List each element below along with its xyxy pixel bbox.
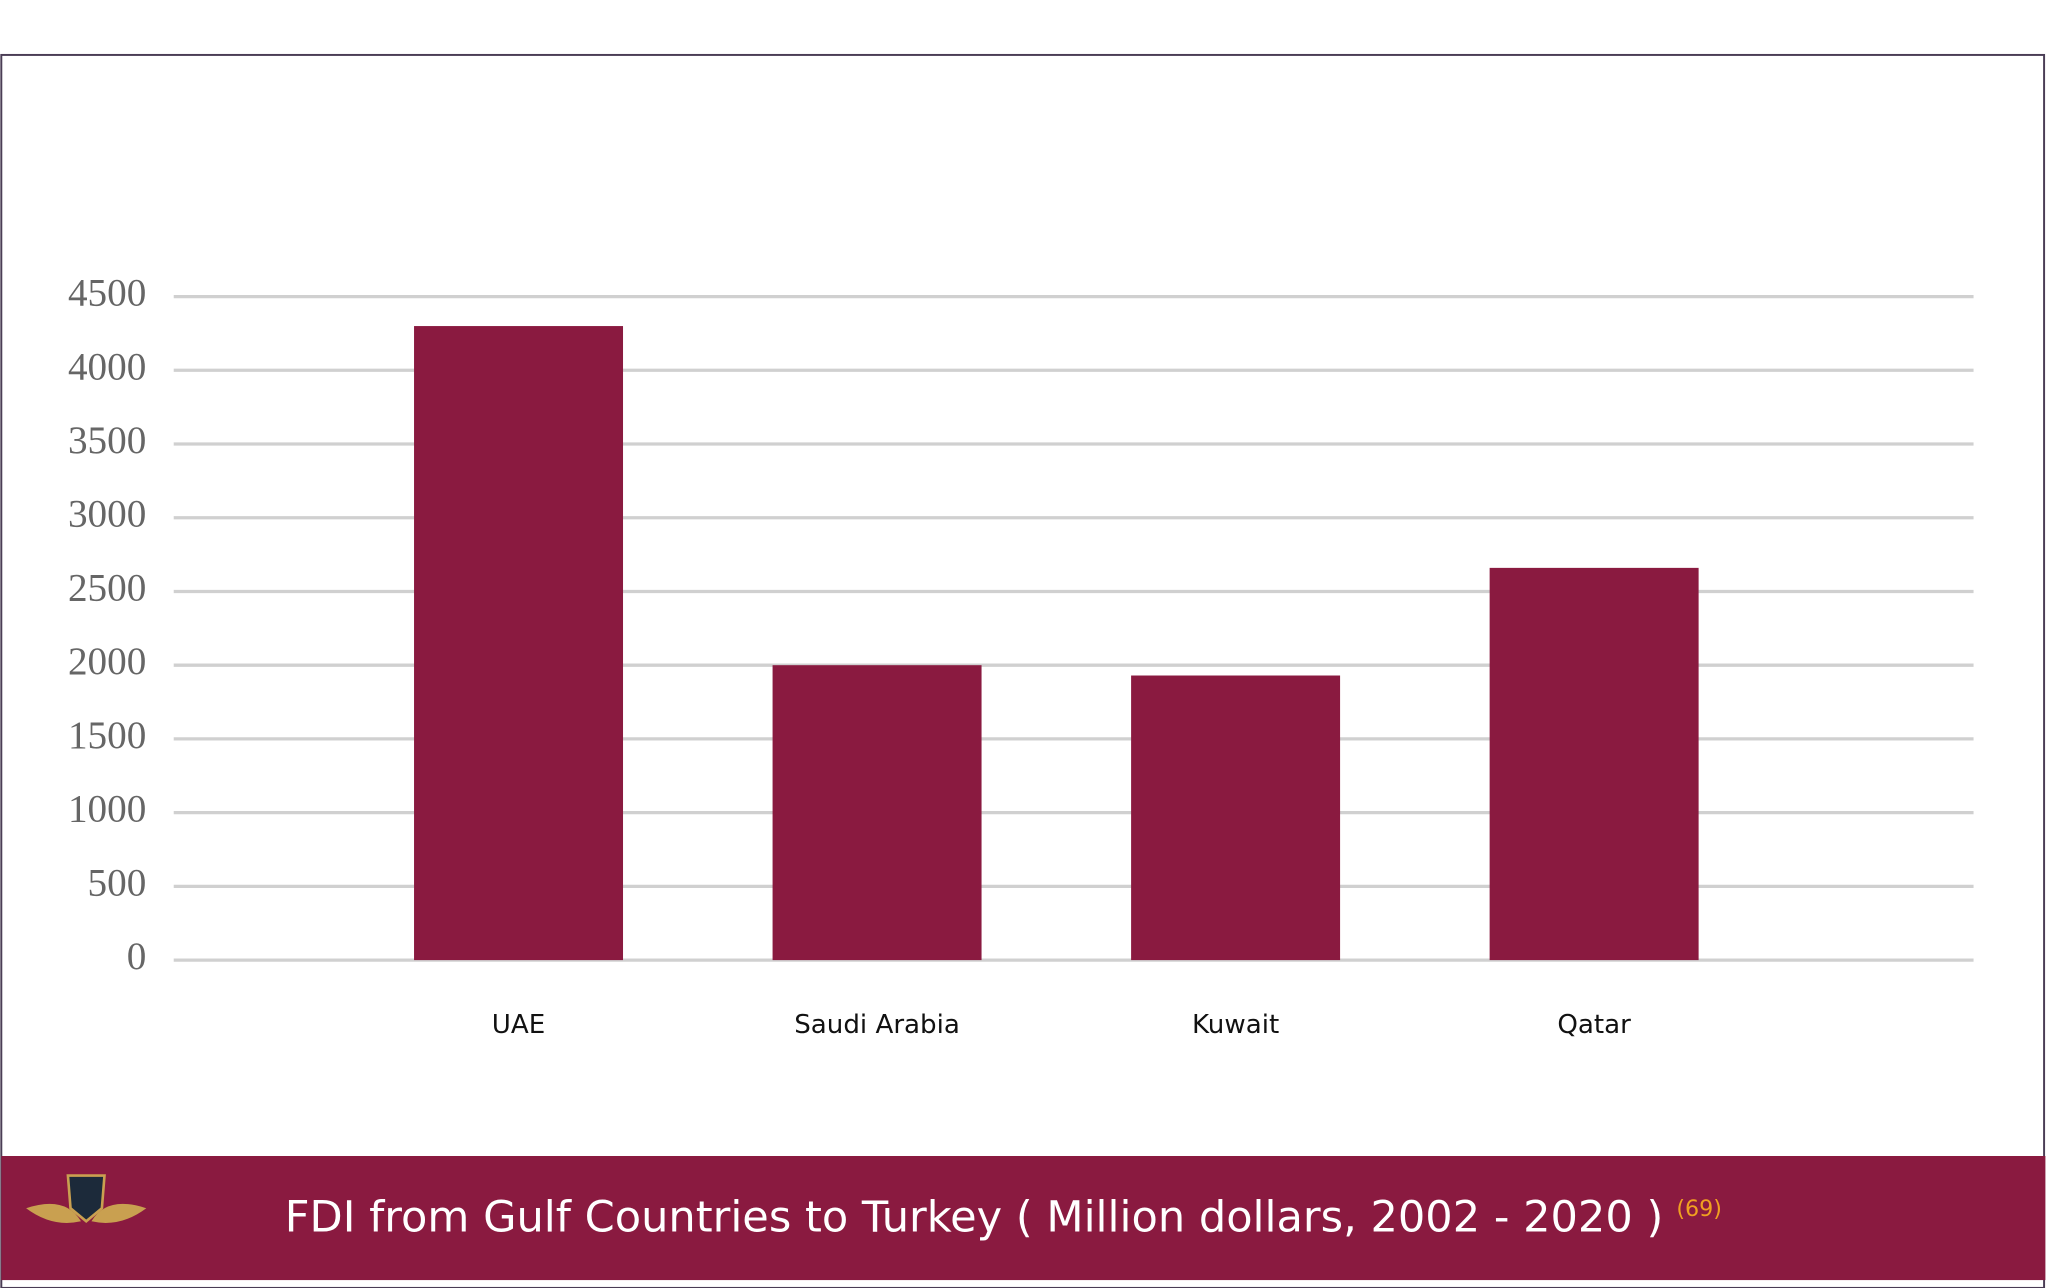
x-tick-label: Qatar: [1557, 1010, 1631, 1040]
y-tick-label: 2000: [68, 640, 146, 683]
y-tick-label: 1000: [68, 788, 146, 831]
y-tick-label: 2500: [68, 566, 146, 609]
x-tick-label: Saudi Arabia: [794, 1010, 960, 1040]
footnote: (69): [1676, 1196, 1722, 1222]
bar: [414, 326, 624, 961]
x-tick-label: UAE: [492, 1010, 545, 1040]
frame: [0, 53, 2046, 1288]
bar: [772, 665, 982, 961]
y-tick-label: 3000: [68, 493, 146, 536]
y-tick-label: 3500: [68, 419, 146, 462]
y-tick-label: 0: [127, 935, 147, 978]
logo: [26, 1174, 147, 1224]
y-tick-label: 4500: [68, 272, 146, 315]
bar: [1131, 675, 1341, 961]
y-tick-label: 1500: [68, 714, 146, 757]
title-banner: [1, 1156, 2046, 1281]
chart-title: FDI from Gulf Countries to Turkey ( Mill…: [285, 1193, 1664, 1243]
y-tick-label: 4000: [68, 345, 146, 388]
y-tick-label: 500: [88, 861, 147, 904]
x-tick-label: Kuwait: [1192, 1010, 1279, 1040]
bar: [1489, 567, 1699, 961]
